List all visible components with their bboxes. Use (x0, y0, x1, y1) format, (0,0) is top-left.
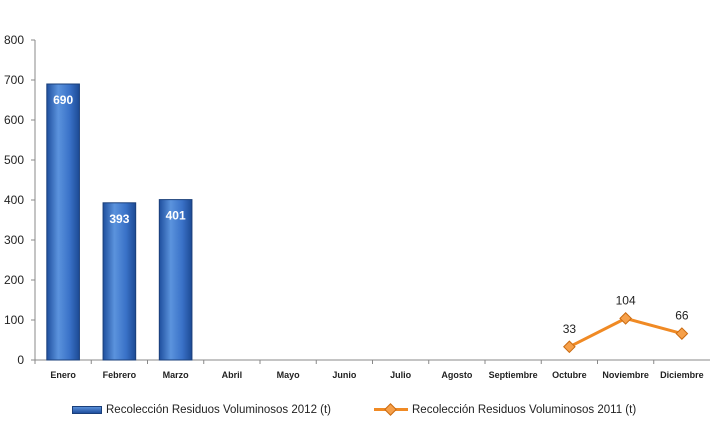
y-tick-label: 600 (4, 113, 24, 127)
bar-data-label: 393 (109, 212, 129, 226)
y-tick-label: 400 (4, 193, 24, 207)
point-data-label: 66 (675, 309, 689, 323)
y-tick-label: 0 (17, 353, 24, 367)
x-tick-label: Julio (390, 370, 412, 380)
legend-bar-swatch (72, 406, 102, 414)
legend: Recolección Residuos Voluminosos 2012 (t… (72, 400, 672, 420)
point-data-label: 104 (616, 293, 636, 307)
bar-febrero (102, 202, 137, 361)
point-octubre (563, 340, 576, 354)
x-tick-label: Noviembre (602, 370, 649, 380)
x-tick-label: Junio (332, 370, 357, 380)
x-tick-label: Febrero (103, 370, 137, 380)
bar-data-label: 690 (53, 93, 73, 107)
y-tick-label: 700 (4, 73, 24, 87)
x-tick-label: Septiembre (489, 370, 538, 380)
legend-item-2011: Recolección Residuos Voluminosos 2011 (t… (374, 400, 636, 420)
y-tick-label: 300 (4, 233, 24, 247)
bar-enero (46, 83, 80, 361)
x-tick-label: Mayo (277, 370, 301, 380)
legend-line-swatch (374, 400, 408, 420)
legend-label-2012: Recolección Residuos Voluminosos 2012 (t… (106, 404, 332, 416)
y-tick-label: 800 (4, 33, 24, 47)
point-noviembre (619, 312, 632, 325)
point-data-label: 33 (563, 322, 577, 336)
x-tick-label: Enero (50, 370, 76, 380)
x-tick-label: Diciembre (660, 370, 704, 380)
legend-item-2012: Recolección Residuos Voluminosos 2012 (t… (72, 400, 331, 420)
x-tick-label: Octubre (552, 370, 587, 380)
bar-marzo (158, 199, 193, 361)
legend-label-2011: Recolección Residuos Voluminosos 2011 (t… (412, 404, 637, 416)
bar-data-label: 401 (166, 209, 186, 223)
x-tick-label: Agosto (441, 370, 472, 380)
x-tick-label: Marzo (163, 370, 190, 380)
y-tick-label: 500 (4, 153, 24, 167)
y-tick-label: 100 (4, 313, 24, 327)
x-tick-label: Abril (222, 370, 243, 380)
point-diciembre (675, 327, 689, 340)
y-tick-label: 200 (4, 273, 24, 287)
